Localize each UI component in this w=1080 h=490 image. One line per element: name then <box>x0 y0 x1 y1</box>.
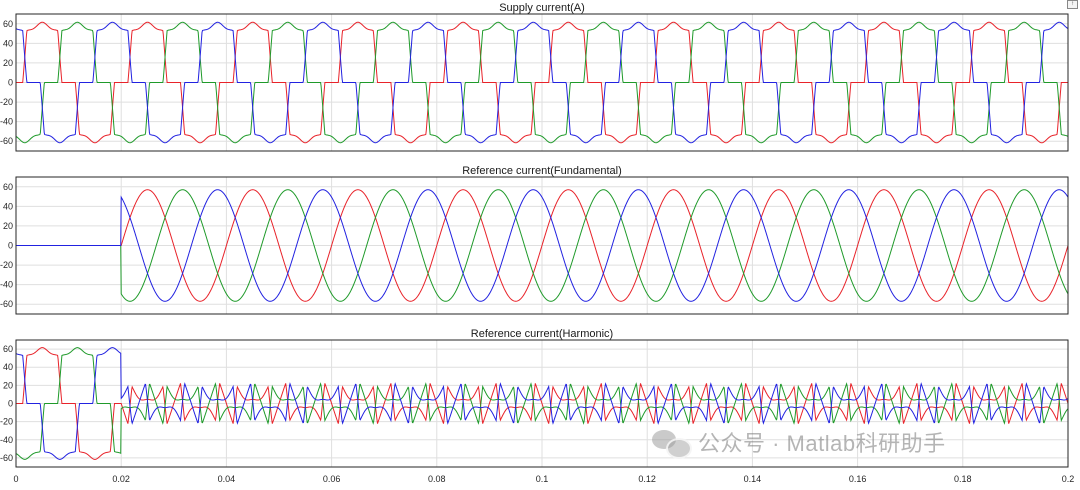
y-tick-label: -20 <box>0 417 13 427</box>
plot-border <box>15 13 1069 152</box>
y-tick-label: 20 <box>3 380 13 390</box>
y-tick-label: -40 <box>0 117 13 127</box>
y-tick-label: -40 <box>0 280 13 290</box>
series-line-phase-a <box>16 189 1068 302</box>
x-tick-label: 0.16 <box>849 474 867 484</box>
panel-reference-harmonic: Reference current(Harmonic) 60 40 20 0 -20 -4… <box>0 328 1069 468</box>
series-line-phase-c <box>16 21 1068 144</box>
y-tick-label: 40 <box>3 201 13 211</box>
panel-title-supply: Supply current(A) <box>499 2 585 14</box>
x-tick-label: 0 <box>13 474 18 484</box>
series-line-phase-c <box>16 347 1068 460</box>
x-tick-label: 0.02 <box>112 474 130 484</box>
y-tick-label: 60 <box>3 19 13 29</box>
y-tick-label: 20 <box>3 221 13 231</box>
series-line-phase-a <box>16 21 1068 144</box>
x-tick-label: 0.1 <box>536 474 549 484</box>
y-tick-label: 20 <box>3 58 13 68</box>
series-line-phase-b <box>16 21 1068 144</box>
y-tick-label: -60 <box>0 453 13 463</box>
panel-title-harmonic: Reference current(Harmonic) <box>471 328 613 340</box>
y-tick-label: -60 <box>0 136 13 146</box>
expand-icon[interactable]: ↑ <box>1067 0 1078 9</box>
y-tick-label: 60 <box>3 344 13 354</box>
y-tick-label: 40 <box>3 38 13 48</box>
y-tick-label: 0 <box>8 78 13 88</box>
x-tick-label: 0.12 <box>638 474 656 484</box>
panel-supply-current: Supply current(A) 60 40 20 0 -20 -40 -60 <box>0 2 1069 152</box>
y-tick-label: 0 <box>8 241 13 251</box>
y-tick-label: 40 <box>3 362 13 372</box>
panel-title-fundamental: Reference current(Fundamental) <box>462 165 622 177</box>
y-tick-label: 60 <box>3 182 13 192</box>
x-tick-label: 0.08 <box>428 474 446 484</box>
x-tick-label: 0.18 <box>954 474 972 484</box>
x-tick-label: 0.04 <box>218 474 236 484</box>
x-axis-ticks: 0 0.02 0.04 0.06 0.08 0.1 0.12 0.14 0.16 0.18 0.2 <box>13 474 1074 484</box>
series-line-phase-b <box>16 189 1068 302</box>
x-tick-label: 0.2 <box>1062 474 1075 484</box>
plot-border <box>15 339 1069 468</box>
series-line-phase-a <box>16 347 1068 460</box>
series-line-phase-b <box>16 347 1068 460</box>
x-tick-label: 0.14 <box>744 474 762 484</box>
y-tick-label: 0 <box>8 399 13 409</box>
y-tick-label: -40 <box>0 435 13 445</box>
series-line-phase-c <box>16 189 1068 302</box>
x-tick-label: 0.06 <box>323 474 341 484</box>
y-tick-label: -20 <box>0 260 13 270</box>
y-tick-label: -60 <box>0 299 13 309</box>
panel-reference-fundamental: Reference current(Fundamental) 60 40 20 0 -2… <box>0 165 1069 315</box>
y-tick-label: -20 <box>0 97 13 107</box>
plot-border <box>15 176 1069 315</box>
